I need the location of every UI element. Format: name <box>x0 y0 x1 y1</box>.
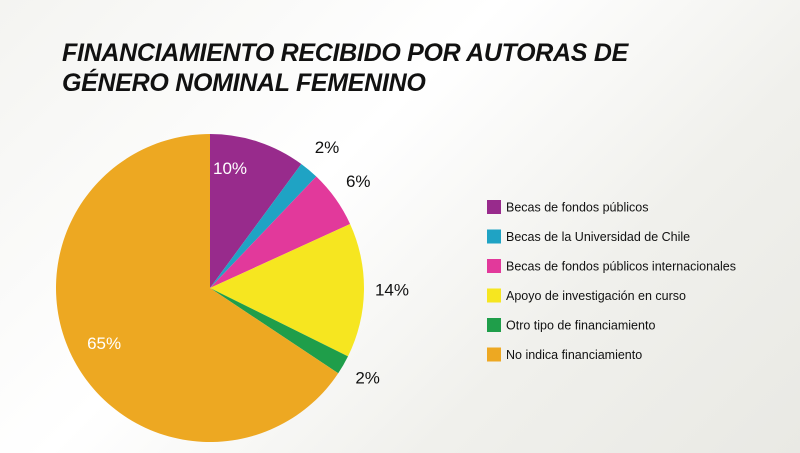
pie-slice <box>210 134 302 288</box>
pie-slice <box>210 224 364 357</box>
legend-label: Becas de fondos públicos internacionales <box>506 259 736 273</box>
data-label: 2% <box>355 368 380 387</box>
legend-label: Becas de fondos públicos <box>506 200 648 214</box>
legend-label: Otro tipo de financiamiento <box>506 318 655 332</box>
legend-swatch <box>487 259 501 273</box>
data-label: 10% <box>213 159 247 178</box>
legend-swatch <box>487 288 501 303</box>
data-label: 6% <box>346 172 371 191</box>
legend-label: Apoyo de investigación en curso <box>506 289 686 303</box>
legend-swatch <box>487 200 501 214</box>
legend-swatch <box>487 347 501 362</box>
pie-slice <box>55 134 339 442</box>
data-label: 65% <box>87 334 121 353</box>
legend-swatch <box>487 229 501 244</box>
legend-label: No indica financiamiento <box>506 348 642 362</box>
legend-swatch <box>487 318 501 332</box>
pie-slice <box>210 163 317 288</box>
pie-slice <box>210 288 348 374</box>
data-label: 14% <box>375 280 409 299</box>
legend-label: Becas de la Universidad de Chile <box>506 230 690 244</box>
data-label: 2% <box>315 138 340 157</box>
chart-title: FINANCIAMIENTO RECIBIDO POR AUTORAS DE G… <box>62 39 628 97</box>
pie-slice <box>210 176 351 288</box>
